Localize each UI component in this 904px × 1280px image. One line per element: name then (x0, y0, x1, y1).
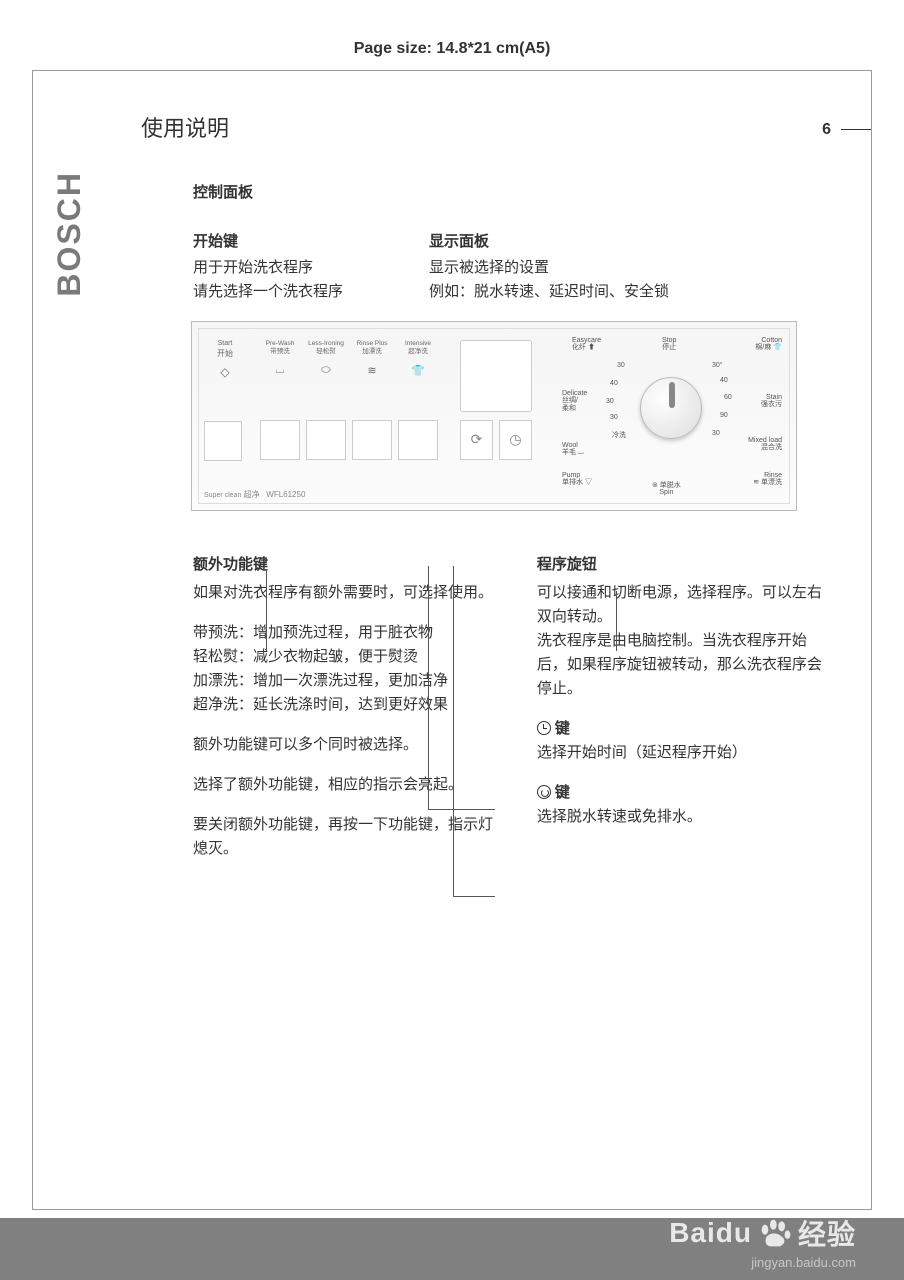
paw-icon (758, 1218, 792, 1248)
callout-line (453, 566, 454, 896)
lower-descriptions: 额外功能键 如果对洗衣程序有额外需要时，可选择使用。 带预洗：增加预洗过程，用于… (193, 553, 831, 877)
watermark-url: jingyan.baidu.com (669, 1255, 856, 1270)
display-screen (460, 340, 532, 412)
program-dial-area: Easycare化纤 ⬆ Stop停止 Cotton棉/麻 👕 30 40 30… (562, 332, 782, 502)
control-panel-diagram: Start 开始 ◇ Pre-Wash带预洗⌴ Less-Ironing轻松熨⬭… (191, 321, 797, 511)
option-labels: Pre-Wash带预洗⌴ Less-Ironing轻松熨⬭ Rinse Plus… (260, 340, 438, 381)
program-dial-description: 程序旋钮 可以接通和切断电源，选择程序。可以左右双向转动。 洗衣程序是由电脑控制… (537, 553, 831, 877)
clock-button-icon: ◷ (499, 420, 532, 460)
program-dial (640, 377, 702, 439)
baidu-watermark: Baidu 经验 jingyan.baidu.com (669, 1213, 856, 1270)
spin-icon (537, 785, 551, 799)
upper-callouts: 开始键 用于开始洗衣程序 请先选择一个洗衣程序 显示面板 显示被选择的设置 例如… (193, 230, 831, 303)
spin-button-icon: ⟳ (460, 420, 493, 460)
page-frame: 6 BOSCH 使用说明 控制面板 开始键 用于开始洗衣程序 请先选择一个洗衣程… (32, 70, 872, 1210)
start-button-area: Start 开始 ◇ (204, 340, 246, 461)
watermark-cn: 经验 (798, 1213, 856, 1253)
callout-line (428, 809, 495, 810)
brand-logo: BOSCH (51, 171, 88, 297)
option-buttons (260, 420, 438, 460)
page-number-line (841, 129, 871, 130)
callout-line (453, 896, 495, 897)
page-number: 6 (822, 121, 831, 139)
page-size-header: Page size: 14.8*21 cm(A5) (0, 0, 904, 70)
model-label: Super clean 超净 WFL61250 (204, 489, 305, 500)
extra-function-description: 额外功能键 如果对洗衣程序有额外需要时，可选择使用。 带预洗：增加预洗过程，用于… (193, 553, 507, 877)
callout-line (616, 591, 617, 651)
start-button-graphic (204, 421, 242, 461)
watermark-brand: Baidu (669, 1217, 752, 1249)
display-panel-description: 显示面板 显示被选择的设置 例如：脱水转速、延迟时间、安全锁 (429, 230, 749, 303)
section-subtitle: 控制面板 (193, 181, 831, 202)
clock-icon (537, 721, 551, 735)
display-buttons: ⟳ ◷ (460, 420, 532, 460)
start-key-description: 开始键 用于开始洗衣程序 请先选择一个洗衣程序 (193, 230, 429, 303)
page-title: 使用说明 (141, 111, 831, 143)
callout-line (428, 566, 429, 809)
callout-line (266, 571, 267, 651)
